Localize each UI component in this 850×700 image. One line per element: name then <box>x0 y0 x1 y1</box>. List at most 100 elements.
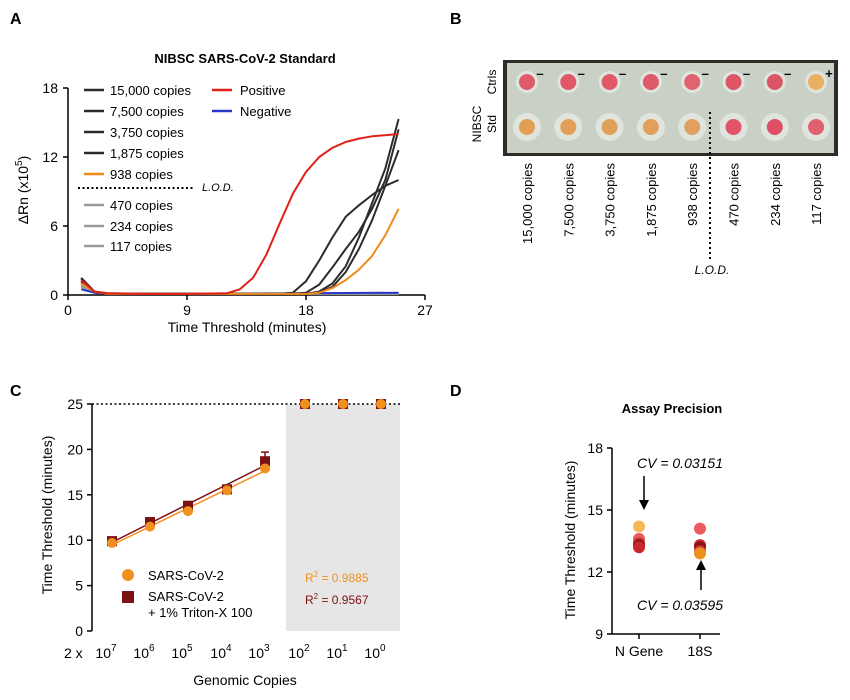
plate-ctrl-mark: – <box>784 66 791 81</box>
plate-ctrl-well <box>642 74 659 90</box>
chart-c-legend-marker <box>122 591 134 603</box>
plate-column-label: 3,750 copies <box>603 163 618 237</box>
chart-a-ytick-label: 0 <box>50 287 58 303</box>
chart-c-point-sars <box>338 399 348 409</box>
chart-d-point <box>633 520 645 533</box>
chart-c-ytick-label: 20 <box>67 441 83 457</box>
plate-ctrl-well <box>725 74 742 90</box>
plate-ctrl-well <box>560 74 577 90</box>
chart-d-point <box>694 547 706 560</box>
plate-column-label: 234 copies <box>768 163 783 226</box>
plate-ctrl-well <box>808 74 825 90</box>
panel-c-scatter-chart: 0 5 10 15 20 25 107 106 105 104 103 102 101 100 Time … <box>39 396 400 688</box>
chart-c-x-prefix: 2 x <box>64 645 83 661</box>
chart-a-xtick-label: 27 <box>417 302 433 318</box>
chart-c-point-triton <box>183 500 193 511</box>
chart-c-xtick-label: 100 <box>364 643 386 661</box>
plate-row-label-std-2: Std <box>485 115 499 133</box>
panel-b-plate-image: – – – – – – – + Ctrls NIBSC Std 15,000 copies 7,… <box>470 60 838 277</box>
chart-c-xtick-label: 104 <box>210 643 232 661</box>
plate-row-label-std-1: NIBSC <box>470 105 484 142</box>
plate-column-label: 1,875 copies <box>644 163 659 237</box>
plate-std-well <box>642 119 659 135</box>
plate-ctrl-mark: – <box>536 66 543 81</box>
chart-c-legend-label: SARS-CoV-2 <box>148 589 224 604</box>
chart-a-ytick-label: 6 <box>50 218 58 234</box>
chart-a-legend-label: 1,875 copies <box>110 146 184 161</box>
chart-a-plot-area: 0 6 12 18 0 9 18 27 <box>42 80 433 318</box>
chart-c-point-sars <box>376 399 386 409</box>
chart-c-xtick-label: 106 <box>133 643 155 661</box>
chart-d-ytick-label: 9 <box>595 626 603 642</box>
plate-ctrl-mark: – <box>660 66 667 81</box>
chart-a-legend-label: Negative <box>240 104 291 119</box>
plate-std-well <box>519 119 535 135</box>
plate-lod-label: L.O.D. <box>695 263 730 277</box>
plate-column-label: 7,500 copies <box>561 163 576 237</box>
plate-ctrl-well <box>519 74 535 90</box>
chart-c-shaded-region <box>286 404 400 631</box>
chart-c-xtick-label: 101 <box>326 643 348 661</box>
chart-a-xtick-label: 18 <box>298 302 314 318</box>
chart-c-xtick-label: 107 <box>95 643 117 661</box>
chart-d-xtick-label: N Gene <box>615 643 663 659</box>
chart-a-ylabel: ΔRn (x105) <box>14 156 31 225</box>
chart-a-legend-label: 3,750 copies <box>110 125 184 140</box>
chart-c-ylabel: Time Threshold (minutes) <box>39 436 55 595</box>
chart-a-legend-label: 234 copies <box>110 219 173 234</box>
chart-c-r2-series2: R2 = 0.9567 <box>305 592 369 607</box>
chart-a-xlabel: Time Threshold (minutes) <box>168 319 327 335</box>
chart-d-ylabel: Time Threshold (minutes) <box>562 461 578 620</box>
plate-std-well <box>601 119 618 135</box>
plate-ctrl-well <box>684 74 701 90</box>
plate-std-well <box>725 119 742 135</box>
chart-d-plot-area: 9 12 15 18 N Gene 18S <box>587 440 720 659</box>
chart-c-point-sars <box>107 537 117 548</box>
chart-a-ytick-label: 18 <box>42 80 58 96</box>
chart-a-ytick-label: 12 <box>42 149 58 165</box>
plate-std-well <box>560 119 577 135</box>
chart-d-xtick-label: 18S <box>688 643 713 659</box>
panel-a-line-chart: NIBSC SARS-CoV-2 Standard 0 6 12 18 0 9 18 27 Δ… <box>14 51 433 335</box>
chart-c-xlabel: Genomic Copies <box>193 672 297 688</box>
plate-column-labels: 15,000 copies 7,500 copies 3,750 copies 1,8… <box>520 163 824 244</box>
chart-a-legend-label: 938 copies <box>110 167 173 182</box>
chart-a-legend-label: 117 copies <box>110 239 172 254</box>
chart-c-ytick-label: 10 <box>67 532 83 548</box>
chart-a-legend-label: 7,500 copies <box>110 104 184 119</box>
chart-c-point-sars <box>145 521 155 532</box>
chart-a-legend-label: 470 copies <box>110 198 173 213</box>
chart-a-legend-lod-label: L.O.D. <box>202 182 234 194</box>
plate-ctrl-mark: – <box>743 66 750 81</box>
chart-d-annotation-top: CV = 0.03151 <box>637 455 723 471</box>
chart-a-series-line <box>80 133 399 295</box>
chart-c-ytick-label: 15 <box>67 487 83 503</box>
chart-d-arrow-up-head <box>696 560 706 570</box>
chart-d-ytick-label: 18 <box>587 440 603 456</box>
chart-c-point-sars <box>300 399 310 409</box>
chart-d-ytick-label: 15 <box>587 502 603 518</box>
plate-row-label-ctrls: Ctrls <box>485 70 499 95</box>
chart-d-point <box>633 541 645 554</box>
chart-c-point-sars <box>222 485 232 496</box>
chart-a-xtick-label: 9 <box>183 302 191 318</box>
chart-c-xtick-label: 103 <box>248 643 270 661</box>
plate-std-well <box>808 119 825 135</box>
chart-a-legend-label: Positive <box>240 83 286 98</box>
panel-label-b: B <box>450 11 462 28</box>
chart-c-legend-marker <box>122 569 134 581</box>
chart-d-annotation-bottom: CV = 0.03595 <box>637 597 723 613</box>
panel-label-c: C <box>10 383 22 400</box>
panel-d-precision-chart: Assay Precision 9 12 15 18 N Gene 18S Time Th… <box>562 401 723 659</box>
plate-column-label: 470 copies <box>727 163 742 226</box>
plate-column-label: 15,000 copies <box>520 163 535 244</box>
plate-column-label: 938 copies <box>685 163 700 226</box>
plate-std-well <box>766 119 783 135</box>
chart-c-ytick-label: 25 <box>67 396 83 412</box>
chart-a-legend: 15,000 copies 7,500 copies 3,750 copies 1,8… <box>84 83 291 254</box>
chart-c-legend-label: + 1% Triton-X 100 <box>148 605 252 620</box>
plate-ctrl-well <box>766 74 783 90</box>
chart-c-point-sars <box>260 463 270 474</box>
